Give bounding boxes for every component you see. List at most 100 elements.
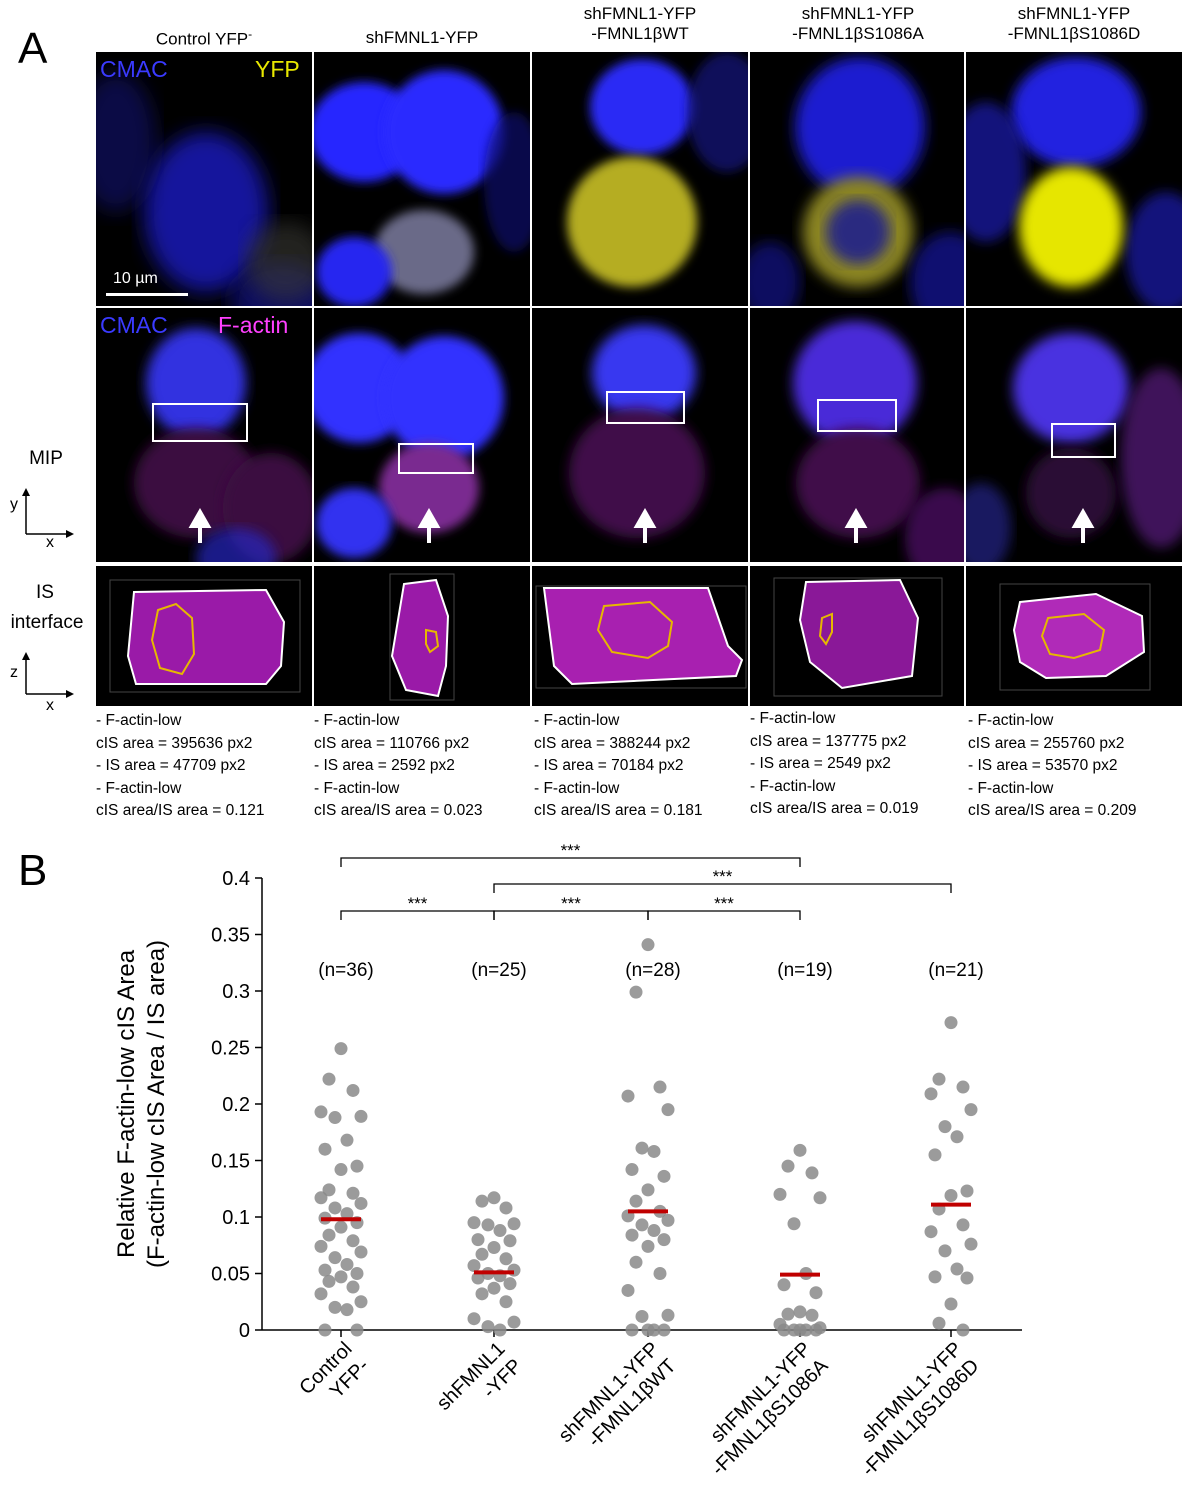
data-point — [647, 1224, 661, 1238]
micrograph-image — [966, 57, 1182, 306]
arrow-up-icon — [1071, 507, 1095, 543]
micrograph-image — [750, 57, 964, 306]
y-tick-label: 0.15 — [211, 1151, 250, 1173]
data-point — [334, 1163, 348, 1177]
data-point — [503, 1234, 517, 1248]
is-interface-image — [389, 573, 455, 701]
caption-col1: - F-actin-low cIS area = 395636 px2- IS a… — [96, 712, 265, 820]
data-point — [346, 1234, 360, 1248]
data-point — [960, 1184, 974, 1198]
data-point — [661, 1103, 675, 1117]
micrograph-image — [314, 70, 530, 306]
data-point — [346, 1280, 360, 1294]
data-point — [629, 1255, 643, 1269]
data-point — [340, 1133, 354, 1147]
cmac-label-row2: CMAC — [100, 312, 168, 338]
micrograph-row1-col5 — [966, 52, 1182, 306]
data-point — [641, 938, 655, 952]
scatter-chart: 0 0.05 0.1 0.15 0.2 0.25 0.3 0.35 0.4 Relative F-… — [113, 841, 1022, 1481]
data-point — [781, 1159, 795, 1173]
data-point — [805, 1166, 819, 1180]
data-point — [932, 1072, 946, 1086]
caption-col4: - F-actin-low cIS area = 137775 px2- IS a… — [750, 710, 919, 818]
data-point — [471, 1233, 485, 1247]
y-tick-label: 0.1 — [222, 1207, 250, 1229]
micrograph-row2-col3 — [532, 308, 748, 562]
panel-b-letter: B — [18, 846, 48, 895]
data-point — [809, 1323, 823, 1337]
data-point — [956, 1080, 970, 1094]
data-point — [487, 1191, 501, 1205]
data-point — [629, 985, 643, 999]
roi-box — [152, 403, 248, 442]
data-point — [625, 1323, 639, 1337]
data-point — [928, 1270, 942, 1284]
scale-bar — [106, 293, 188, 296]
y-tick-label: 0.05 — [211, 1264, 250, 1286]
mip-label: MIP — [29, 448, 63, 469]
data-point — [928, 1148, 942, 1162]
significance-label: *** — [561, 894, 581, 913]
data-point — [322, 1274, 336, 1288]
data-point — [354, 1245, 368, 1259]
data-point — [657, 1233, 671, 1247]
is-interface-col1 — [96, 566, 312, 706]
micrograph-image — [134, 328, 312, 562]
roi-box — [1051, 423, 1116, 458]
n-label: (n=36) — [318, 960, 373, 981]
data-point — [314, 1287, 328, 1301]
data-point — [346, 1186, 360, 1200]
data-point — [781, 1307, 795, 1321]
data-point — [493, 1323, 507, 1337]
y-tick-label: 0 — [239, 1320, 250, 1342]
data-point — [314, 1239, 328, 1253]
y-tick-label: 0.35 — [211, 925, 250, 947]
data-point — [938, 1244, 952, 1258]
yfp-label-row1: YFP — [255, 56, 300, 82]
data-point — [924, 1225, 938, 1239]
data-point — [499, 1201, 513, 1215]
micrograph-row1-col4 — [750, 52, 964, 306]
data-point — [641, 1183, 655, 1197]
data-point — [641, 1323, 655, 1337]
data-point — [507, 1263, 521, 1277]
data-point — [956, 1323, 970, 1337]
data-point — [322, 1228, 336, 1242]
micrograph-row1-col1 — [96, 52, 312, 306]
bracket-line — [647, 910, 801, 920]
data-point — [318, 1142, 332, 1156]
data-point — [813, 1191, 827, 1205]
caption-col3: - F-actin-low cIS area = 388244 px2- IS a… — [534, 712, 703, 820]
significance-label: *** — [714, 894, 734, 913]
data-point — [328, 1111, 342, 1125]
data-point — [350, 1159, 364, 1173]
x-tick-label: shFMNL1-YFP-FMNL1βS1086A — [706, 1338, 833, 1480]
data-point — [340, 1257, 354, 1271]
data-point — [964, 1237, 978, 1251]
cmac-label-row1: CMAC — [100, 56, 168, 82]
data-point — [328, 1201, 342, 1215]
n-label: (n=21) — [928, 960, 983, 981]
is-interface-col4 — [750, 566, 964, 706]
data-point — [787, 1217, 801, 1231]
micrograph-row1-col2 — [314, 52, 530, 306]
data-point — [635, 1141, 649, 1155]
data-point — [777, 1323, 791, 1337]
data-point — [475, 1287, 489, 1301]
roi-box — [817, 399, 897, 432]
data-point — [350, 1267, 364, 1280]
data-point — [493, 1224, 507, 1238]
data-point — [340, 1303, 354, 1317]
is-interface-image — [773, 577, 943, 697]
y-axis-letter: y — [10, 496, 18, 513]
data-point — [625, 1228, 639, 1242]
significance-label: *** — [561, 841, 581, 860]
caption-col5: - F-actin-low cIS area = 255760 px2- IS a… — [968, 712, 1137, 820]
data-point — [657, 1169, 671, 1183]
data-point — [354, 1109, 368, 1123]
arrow-up-icon — [844, 507, 868, 543]
data-point — [805, 1308, 819, 1322]
data-point — [635, 1218, 649, 1232]
data-point — [346, 1083, 360, 1097]
caption-col2: - F-actin-low cIS area = 110766 px2- IS a… — [314, 712, 483, 820]
